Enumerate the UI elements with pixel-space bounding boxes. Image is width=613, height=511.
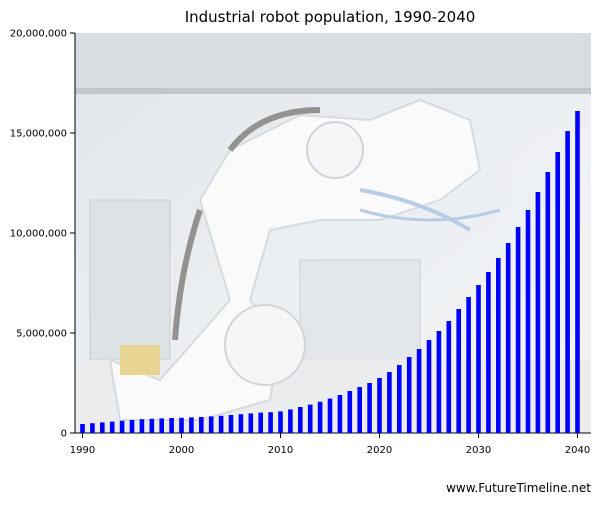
bar-2030 xyxy=(476,285,481,433)
bar-2000 xyxy=(179,417,184,433)
bar-2039 xyxy=(565,131,570,433)
bar-2008 xyxy=(258,412,263,433)
bar-2004 xyxy=(218,415,224,433)
x-tick-label: 2010 xyxy=(268,445,293,456)
bar-2029 xyxy=(466,297,471,433)
x-tick-label: 2020 xyxy=(367,445,392,456)
bar-2011 xyxy=(288,409,293,433)
robot-arm-shape xyxy=(108,98,501,421)
bar-1995 xyxy=(129,420,135,433)
source-credit: www.FutureTimeline.net xyxy=(446,481,591,495)
robot-photo-background xyxy=(75,33,591,433)
bar-2021 xyxy=(387,372,392,433)
x-tick-label: 1990 xyxy=(70,445,95,456)
bar-2007 xyxy=(248,413,254,433)
bar-2015 xyxy=(327,398,333,433)
bar-2017 xyxy=(347,391,353,433)
bar-1999 xyxy=(169,418,174,433)
bar-2003 xyxy=(208,416,214,433)
bar-2006 xyxy=(238,414,244,433)
bar-2001 xyxy=(189,417,194,433)
bar-2034 xyxy=(515,227,521,433)
x-tick-label: 2030 xyxy=(466,445,491,456)
y-tick-label: 20,000,000 xyxy=(10,29,67,40)
y-tick-label: 10,000,000 xyxy=(10,229,67,240)
bar-2023 xyxy=(406,357,412,433)
bar-2037 xyxy=(545,172,551,433)
bar-1998 xyxy=(159,418,164,433)
y-tick-label: 15,000,000 xyxy=(10,129,67,140)
bar-2013 xyxy=(307,404,313,433)
bar-2038 xyxy=(555,152,560,433)
bar-1997 xyxy=(149,418,155,433)
bar-1992 xyxy=(100,422,105,433)
bar-2002 xyxy=(199,417,204,433)
x-tick-label: 2040 xyxy=(565,445,590,456)
bar-1993 xyxy=(109,421,115,433)
bar-2009 xyxy=(268,412,273,433)
y-tick-label: 0 xyxy=(61,429,67,440)
bar-1994 xyxy=(119,420,125,433)
bar-2033 xyxy=(505,243,511,433)
bar-2014 xyxy=(317,401,323,433)
bar-2016 xyxy=(337,395,343,433)
bar-2036 xyxy=(535,192,541,433)
bar-2020 xyxy=(377,378,382,433)
bar-2024 xyxy=(416,349,422,433)
bar-2031 xyxy=(486,272,491,433)
bar-2027 xyxy=(446,321,452,433)
bars xyxy=(80,111,580,433)
bar-2026 xyxy=(436,331,442,433)
bar-2012 xyxy=(298,407,303,433)
bar-2019 xyxy=(367,383,372,433)
bar-2028 xyxy=(456,309,461,433)
y-axis-ticks: 0 5,000,000 10,000,000 15,000,000 20,000,000 xyxy=(10,29,75,440)
bar-2018 xyxy=(357,387,362,433)
bar-2005 xyxy=(228,415,234,433)
bar-1991 xyxy=(90,423,95,433)
bar-2040 xyxy=(575,111,580,433)
bar-2035 xyxy=(525,210,531,433)
bar-2032 xyxy=(496,258,501,433)
y-tick-label: 5,000,000 xyxy=(16,329,67,340)
chart-title: Industrial robot population, 1990-2040 xyxy=(185,8,476,26)
bar-2010 xyxy=(278,411,283,433)
bar-2022 xyxy=(397,365,402,433)
bar-2025 xyxy=(426,340,432,433)
bar-1996 xyxy=(139,419,145,433)
x-tick-label: 2000 xyxy=(169,445,194,456)
x-axis-ticks: 1990 2000 2010 2020 2030 2040 xyxy=(70,433,590,456)
bar-1990 xyxy=(80,424,85,433)
